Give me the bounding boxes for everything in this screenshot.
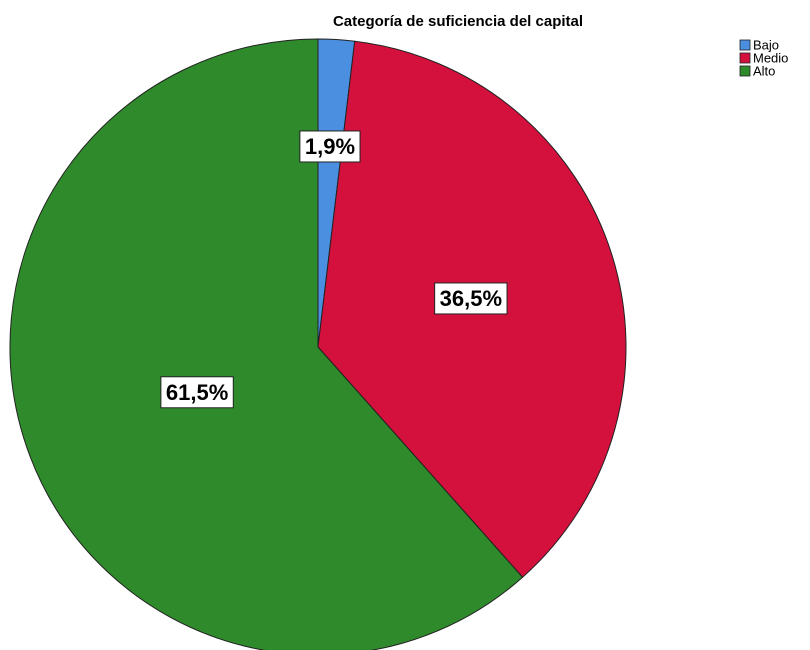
value-label-box	[434, 282, 508, 315]
value-label-box	[299, 130, 361, 163]
legend-swatch	[739, 65, 751, 77]
value-label: 36,5%	[440, 286, 502, 311]
pie-slice	[9, 38, 524, 650]
legend-swatch	[739, 52, 751, 64]
value-label-box	[160, 376, 234, 409]
legend-label: Alto	[753, 63, 775, 78]
legend-label: Medio	[753, 50, 788, 65]
chart-title: Categoría de suficiencia del capital	[333, 13, 583, 30]
value-label: 1,9%	[305, 134, 355, 159]
value-label: 61,5%	[166, 380, 228, 405]
legend-label: Bajo	[753, 37, 779, 52]
legend-swatch	[739, 39, 751, 51]
